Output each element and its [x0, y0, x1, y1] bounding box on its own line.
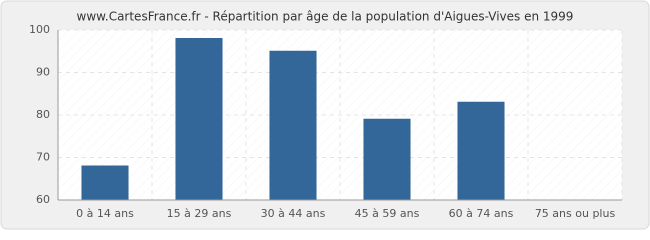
y-tick-label: 90	[36, 66, 50, 79]
bar	[81, 165, 129, 201]
bar	[175, 38, 223, 201]
x-tick-label: 45 à 59 ans	[355, 207, 420, 220]
y-tick-label: 80	[36, 108, 50, 121]
y-tick-label: 60	[36, 193, 50, 206]
bar	[363, 118, 411, 201]
bar	[269, 50, 317, 201]
y-tick-label: 70	[36, 151, 50, 164]
chart-title: www.CartesFrance.fr - Répartition par âg…	[77, 10, 574, 24]
x-tick-label: 60 à 74 ans	[449, 207, 514, 220]
x-tick-label: 15 à 29 ans	[167, 207, 232, 220]
page: www.CartesFrance.fr - Répartition par âg…	[0, 0, 650, 230]
x-tick-label: 0 à 14 ans	[76, 207, 134, 220]
chart: www.CartesFrance.fr - Répartition par âg…	[0, 0, 650, 230]
y-tick-label: 100	[29, 23, 50, 36]
bar	[457, 101, 505, 201]
x-tick-label: 75 ans ou plus	[535, 207, 616, 220]
x-tick-label: 30 à 44 ans	[261, 207, 326, 220]
